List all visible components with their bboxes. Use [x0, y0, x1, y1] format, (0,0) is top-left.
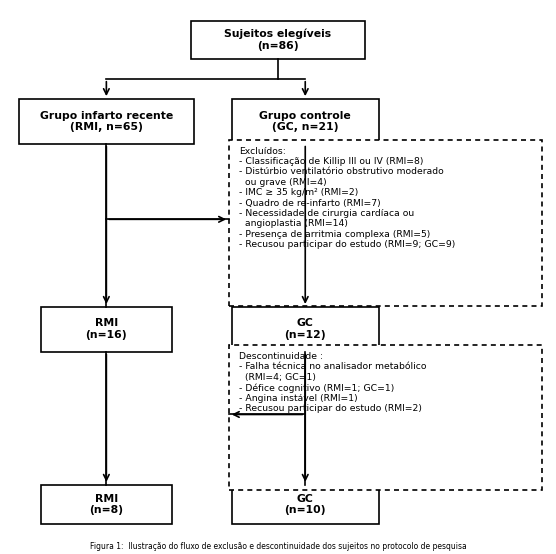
Text: Grupo controle
(GC, n=21): Grupo controle (GC, n=21) — [259, 111, 351, 132]
Text: Excluídos:
- Classificação de Killip III ou IV (RMI=8)
- Distúrbio ventilatório : Excluídos: - Classificação de Killip III… — [239, 147, 455, 249]
Text: Grupo infarto recente
(RMI, n=65): Grupo infarto recente (RMI, n=65) — [39, 111, 173, 132]
Text: Descontinuidade :
- Falha técnica no analisador metabólico
  (RMI=4; GC=1)
- Déf: Descontinuidade : - Falha técnica no ana… — [239, 352, 426, 413]
Bar — [41, 485, 172, 524]
Bar — [229, 140, 542, 305]
Bar — [19, 99, 193, 143]
Bar — [232, 99, 379, 143]
Text: RMI
(n=8): RMI (n=8) — [90, 494, 123, 515]
Text: GC
(n=10): GC (n=10) — [285, 494, 326, 515]
Bar — [41, 307, 172, 352]
Bar — [232, 307, 379, 352]
Bar — [229, 345, 542, 490]
Bar — [191, 21, 365, 59]
Text: RMI
(n=16): RMI (n=16) — [86, 319, 127, 340]
Text: Sujeitos elegíveis
(n=86): Sujeitos elegíveis (n=86) — [225, 29, 331, 51]
Text: Figura 1:  Ilustração do fluxo de exclusão e descontinuidade dos sujeitos no pro: Figura 1: Ilustração do fluxo de exclusã… — [90, 542, 466, 551]
Text: GC
(n=12): GC (n=12) — [285, 319, 326, 340]
Bar — [232, 485, 379, 524]
